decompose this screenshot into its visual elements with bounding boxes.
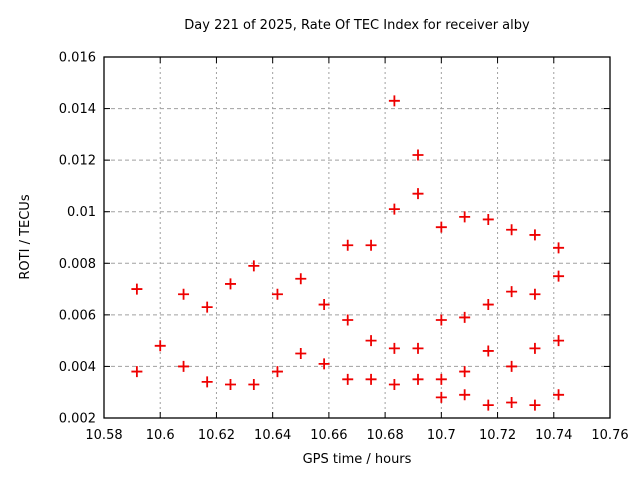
data-point-marker [178, 360, 190, 372]
gridlines [104, 57, 610, 418]
data-point-marker [365, 335, 377, 347]
data-point-marker [482, 345, 494, 357]
x-axis-label: GPS time / hours [302, 452, 412, 467]
data-point-marker [295, 273, 307, 285]
svg-text:10.72: 10.72 [479, 428, 516, 443]
data-point-marker [553, 389, 565, 401]
data-point-marker [459, 311, 471, 323]
tick-marks [103, 56, 611, 419]
data-point-marker [342, 239, 354, 251]
data-point-marker [154, 340, 166, 352]
data-point-marker [388, 342, 400, 354]
data-point-marker [318, 299, 330, 311]
data-point-marker [529, 399, 541, 411]
data-point-marker [365, 239, 377, 251]
data-point-marker [459, 211, 471, 223]
data-point-marker [529, 342, 541, 354]
data-point-marker [388, 203, 400, 215]
svg-text:10.64: 10.64 [254, 428, 291, 443]
data-point-marker [435, 221, 447, 233]
data-point-marker [482, 213, 494, 225]
svg-text:0.01: 0.01 [67, 205, 96, 220]
data-point-marker [271, 366, 283, 378]
data-point-marker [482, 299, 494, 311]
data-point-marker [435, 373, 447, 385]
data-point-marker [271, 288, 283, 300]
data-point-marker [201, 376, 213, 388]
plot-border [103, 56, 611, 419]
svg-text:0.016: 0.016 [59, 51, 96, 66]
data-point-marker [342, 373, 354, 385]
data-point-marker [248, 260, 260, 272]
data-point-marker [131, 366, 143, 378]
data-point-marker [506, 224, 518, 236]
data-point-marker [459, 389, 471, 401]
svg-text:0.002: 0.002 [59, 412, 96, 427]
data-point-marker [435, 391, 447, 403]
svg-text:10.58: 10.58 [85, 428, 122, 443]
data-point-marker [201, 301, 213, 313]
data-point-marker [482, 399, 494, 411]
data-point-marker [295, 348, 307, 360]
data-point-marker [553, 270, 565, 282]
data-point-marker [225, 378, 236, 390]
data-point-marker [459, 366, 471, 378]
data-point-marker [131, 283, 143, 295]
data-point-marker [553, 335, 565, 347]
data-point-marker [412, 373, 424, 385]
y-axis-label: ROTI / TECUs [18, 194, 33, 280]
chart-title: Day 221 of 2025, Rate Of TEC Index for r… [184, 18, 530, 33]
data-point-marker [412, 342, 424, 354]
data-point-marker [388, 95, 400, 107]
svg-text:0.014: 0.014 [59, 102, 96, 117]
svg-text:0.012: 0.012 [59, 154, 96, 169]
data-point-marker [529, 288, 541, 300]
data-point-marker [506, 360, 518, 372]
data-point-marker [248, 378, 260, 390]
data-point-marker [412, 149, 424, 161]
svg-text:10.6: 10.6 [146, 428, 175, 443]
data-point-marker [506, 397, 518, 409]
y-tick-labels: 0.002 0.004 0.006 0.008 0.01 0.012 0.014 0.016 [59, 51, 96, 427]
data-point-marker [435, 314, 447, 326]
svg-text:0.006: 0.006 [59, 308, 96, 323]
x-tick-labels: 10.58 10.6 10.62 10.64 10.66 10.68 10.7 10.72 10… [85, 428, 628, 443]
data-point-marker [506, 286, 518, 298]
data-point-marker [365, 373, 377, 385]
svg-text:0.008: 0.008 [59, 257, 96, 272]
data-points [131, 95, 565, 411]
data-point-marker [412, 188, 424, 200]
svg-text:0.004: 0.004 [59, 360, 96, 375]
svg-text:10.76: 10.76 [591, 428, 628, 443]
data-point-marker [225, 278, 236, 290]
data-point-marker [388, 378, 400, 390]
svg-text:10.66: 10.66 [310, 428, 347, 443]
data-point-marker [178, 288, 190, 300]
data-point-marker [529, 229, 541, 241]
svg-text:10.74: 10.74 [535, 428, 572, 443]
data-point-marker [342, 314, 354, 326]
data-point-marker [318, 358, 330, 370]
svg-text:10.68: 10.68 [367, 428, 404, 443]
svg-text:10.62: 10.62 [198, 428, 235, 443]
svg-text:10.7: 10.7 [427, 428, 456, 443]
data-point-marker [553, 242, 565, 254]
